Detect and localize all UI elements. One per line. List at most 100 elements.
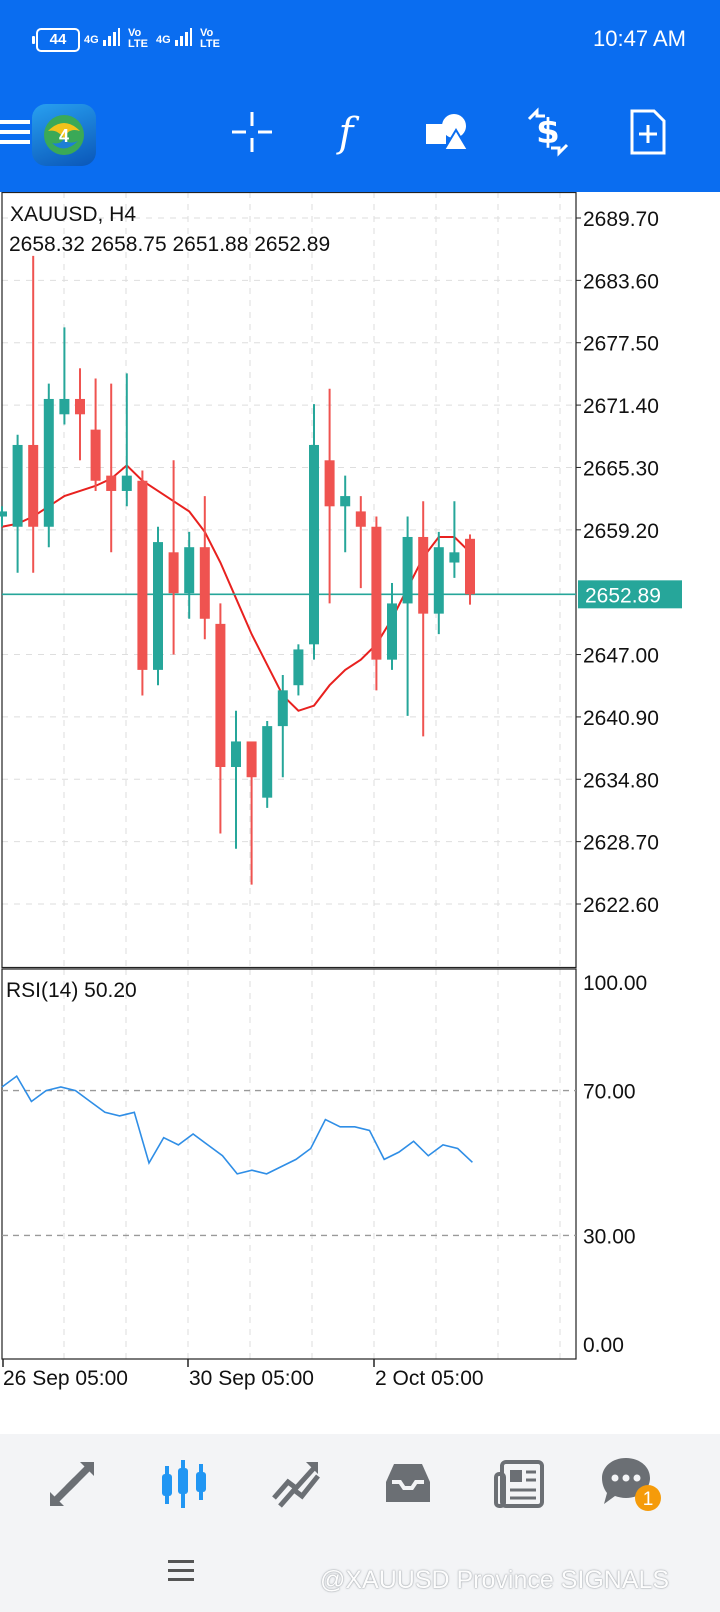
- watermark-text: @XAUUSD Province SIGNALS: [320, 1566, 670, 1594]
- system-navigation-bar: @XAUUSD Province SIGNALS: [0, 1534, 720, 1612]
- price-panel-frame: [1, 192, 577, 969]
- ohlc-label: 2658.32 2658.75 2651.88 2652.89: [9, 233, 330, 256]
- candle: [12, 434, 23, 573]
- candle: [121, 373, 132, 507]
- candle-body: [231, 741, 241, 768]
- candle: [402, 516, 413, 716]
- symbol-label: XAUUSD, H4: [10, 203, 136, 226]
- candle: [137, 470, 148, 696]
- candle-body: [168, 552, 179, 594]
- candle: [90, 378, 101, 491]
- candle: [355, 496, 366, 589]
- battery-indicator: 44: [32, 28, 80, 52]
- messages-icon[interactable]: 1: [600, 1452, 664, 1516]
- price-tick-label: 2647.00: [583, 645, 659, 668]
- candle-body: [59, 398, 70, 415]
- price-tick-label: 2665.30: [583, 457, 659, 480]
- chart-frames: [1, 192, 577, 1360]
- network-1-volte: Vo LTE: [128, 27, 148, 50]
- candle-body: [215, 623, 226, 768]
- candle-body: [90, 429, 101, 481]
- candle-body: [371, 526, 382, 660]
- candle-body: [449, 552, 460, 563]
- news-icon[interactable]: [488, 1452, 552, 1516]
- candle-body: [324, 460, 335, 507]
- objects-icon[interactable]: [416, 100, 480, 164]
- time-tick-label: 2 Oct 05:00: [375, 1367, 484, 1390]
- new-order-icon[interactable]: [616, 100, 680, 164]
- candle: [168, 460, 179, 655]
- recent-apps-icon[interactable]: [166, 1556, 196, 1586]
- candle: [387, 582, 397, 670]
- price-tick-label: 2689.70: [583, 208, 659, 231]
- rsi-tick-label: 100.00: [583, 972, 647, 995]
- candle: [262, 720, 273, 808]
- candle: [324, 388, 335, 604]
- metatrader-logo-icon: 4: [44, 115, 84, 155]
- svg-text:$: $: [536, 112, 560, 152]
- trade-icon[interactable]: [264, 1452, 328, 1516]
- indicator-function-icon[interactable]: f: [314, 100, 378, 164]
- history-icon[interactable]: [376, 1452, 440, 1516]
- time-tick-label: 30 Sep 05:00: [189, 1367, 314, 1390]
- candle-body: [277, 690, 288, 727]
- network-1-gen: 4G: [84, 34, 99, 46]
- candle: [184, 531, 195, 619]
- candle: [59, 327, 70, 425]
- current-price-label: 2652.89: [585, 584, 661, 607]
- time-tick-label: 26 Sep 05:00: [3, 1367, 128, 1390]
- candle: [215, 603, 226, 834]
- quotes-icon[interactable]: [40, 1452, 104, 1516]
- moving-average-layer: [1, 464, 576, 712]
- network-2-volte: Vo LTE: [200, 27, 220, 50]
- candle-body: [137, 480, 148, 670]
- rsi-label: RSI(14) 50.20: [6, 979, 137, 1002]
- candle-body: [309, 444, 319, 645]
- candle-body: [28, 444, 39, 527]
- candle-body: [262, 726, 273, 798]
- svg-text:f: f: [336, 110, 360, 156]
- rsi-tick-label: 70.00: [583, 1081, 636, 1104]
- candle: [309, 404, 319, 660]
- network-2-signal: 4G: [156, 26, 192, 46]
- candle-body: [387, 603, 397, 660]
- current-price-badge: [578, 580, 682, 609]
- candle: [433, 531, 444, 635]
- bottom-navigation: 1: [0, 1434, 720, 1534]
- candle-body: [355, 511, 366, 527]
- candle: [106, 383, 117, 553]
- candle-body: [184, 547, 195, 594]
- candle: [0, 506, 7, 527]
- candle-body: [246, 741, 257, 778]
- candle-body: [0, 511, 7, 517]
- candle-body: [106, 475, 117, 491]
- candle-body: [293, 649, 304, 686]
- symbol-change-icon[interactable]: $: [516, 100, 580, 164]
- rsi-line: [1, 1074, 473, 1175]
- chart-icon[interactable]: [152, 1452, 216, 1516]
- top-bar: 44 4G Vo LTE 4G Vo LTE 10:47 AM 4: [0, 0, 720, 192]
- candles-layer: [0, 255, 475, 885]
- rsi-tick-label: 30.00: [583, 1225, 636, 1248]
- price-tick-label: 2640.90: [583, 707, 659, 730]
- chart-grid: [2, 192, 576, 1359]
- menu-icon[interactable]: [0, 100, 42, 164]
- candle: [246, 741, 257, 885]
- signal-bars-icon: [102, 28, 120, 46]
- rsi-panel: 100.00 70.00 30.00 0.00: [1, 972, 647, 1357]
- price-chart[interactable]: 2689.70 2683.60 2677.50 2671.40 2665.30 2659.…: [0, 192, 720, 1434]
- candle: [28, 255, 39, 573]
- candle: [465, 534, 475, 605]
- candle-body: [402, 536, 413, 604]
- candle: [340, 475, 351, 553]
- chart-toolbar: 4 f $: [0, 92, 720, 180]
- price-tick-label: 2683.60: [583, 270, 659, 293]
- crosshair-icon[interactable]: [220, 100, 284, 164]
- messages-badge: 1: [643, 1489, 654, 1510]
- candle: [153, 526, 163, 686]
- signal-bars-icon: [174, 28, 192, 46]
- candle-body: [418, 536, 429, 614]
- candle-body: [43, 398, 54, 527]
- time-axis: 26 Sep 05:00 30 Sep 05:00 2 Oct 05:00: [2, 1359, 484, 1390]
- candle-body: [12, 444, 23, 527]
